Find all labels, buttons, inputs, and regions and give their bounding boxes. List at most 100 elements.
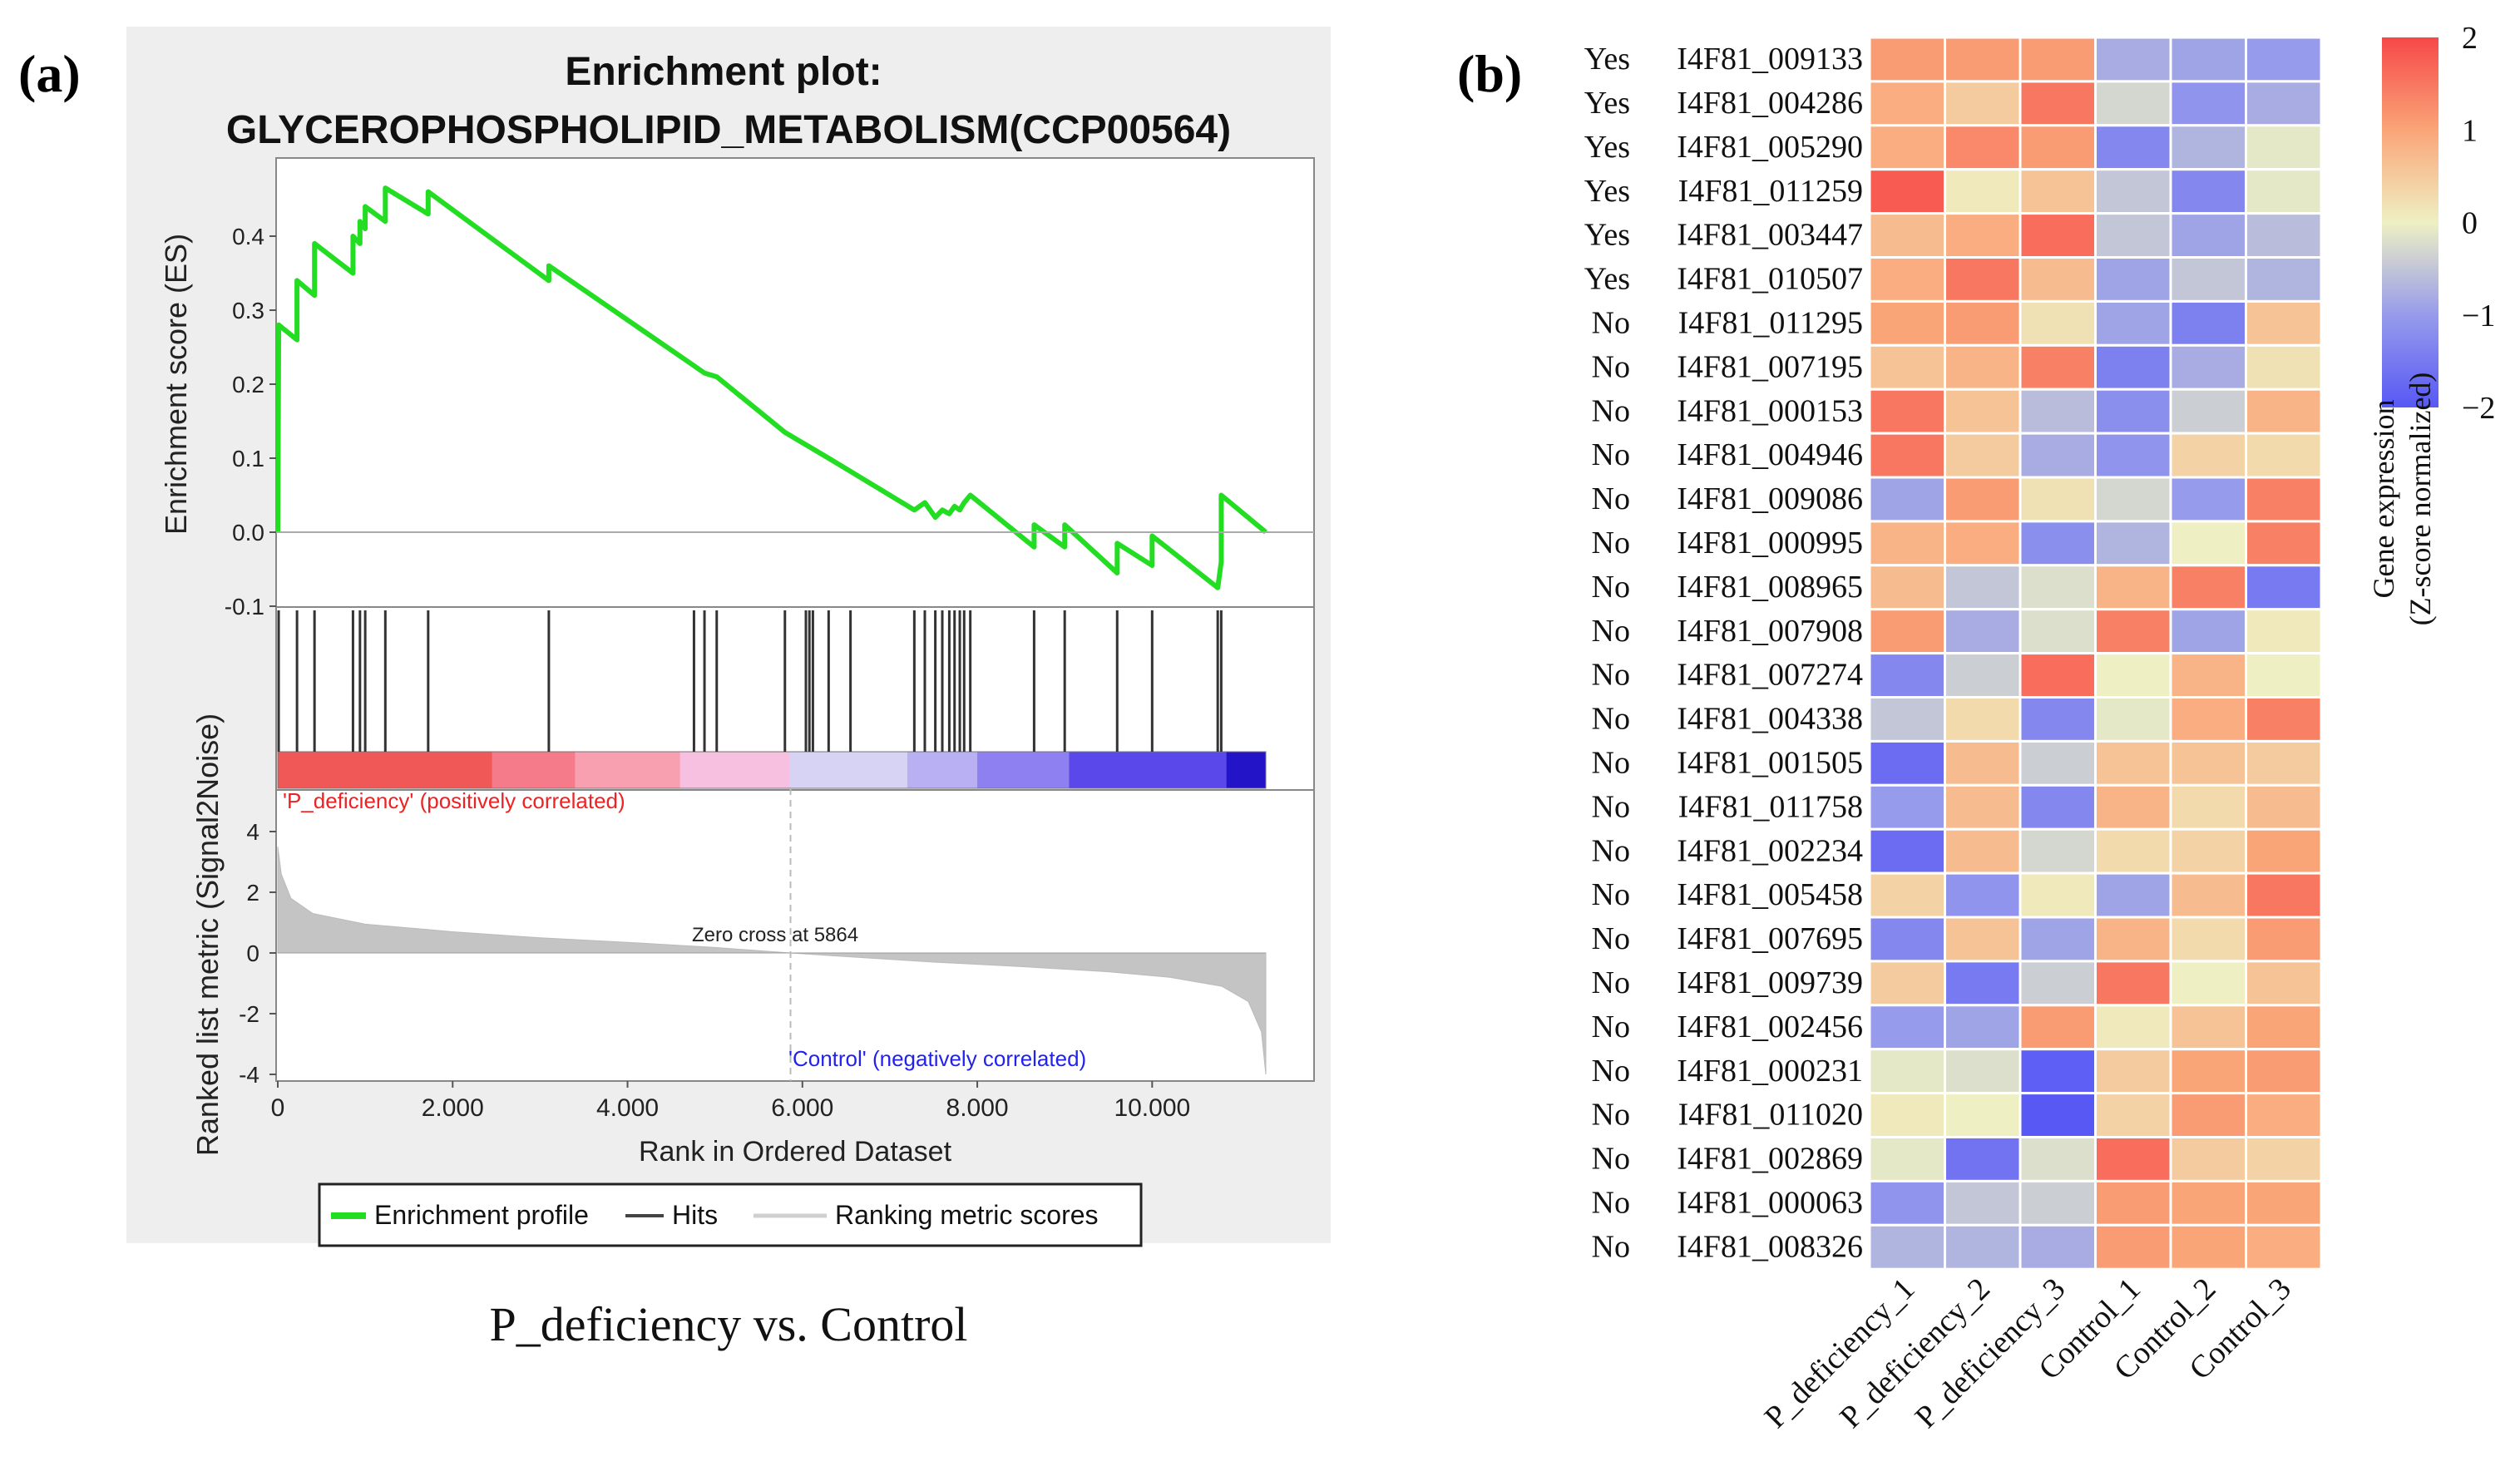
- heatmap-cell: [2245, 827, 2323, 875]
- heatmap-cell: [2169, 564, 2247, 611]
- enrichment-title-line2: GLYCEROPHOSPHOLIPID_METABOLISM(CCP00564): [226, 108, 1231, 152]
- heatmap-row-tag: No: [1592, 614, 1630, 649]
- heatmap-cell: [2169, 1136, 2247, 1182]
- color-band-segment: [278, 752, 493, 788]
- enrichment-profile-line: [275, 185, 1267, 590]
- panel-a-label: (a): [18, 44, 81, 103]
- colorbar-tick-label: −2: [2462, 391, 2495, 426]
- heatmap-row-gene: I4F81_004338: [1677, 702, 1863, 737]
- heatmap-cell: [1944, 36, 2022, 83]
- heatmap-cell: [1944, 960, 2022, 1007]
- heatmap-row-gene: I4F81_010507: [1677, 262, 1863, 297]
- heatmap-cell: [1944, 1048, 2022, 1095]
- heatmap-row-tag: No: [1592, 658, 1630, 693]
- heatmap-cell: [2245, 608, 2323, 655]
- heatmap-cell: [2169, 343, 2247, 391]
- heatmap-cell: [1868, 388, 1946, 435]
- heatmap-cell: [1868, 36, 1946, 83]
- heatmap-cell: [2094, 871, 2172, 919]
- heatmap-cell: [1868, 1048, 1946, 1095]
- heatmap-cell: [2245, 36, 2323, 83]
- heatmap-cell: [2094, 696, 2172, 743]
- heatmap-cell: [2245, 299, 2323, 347]
- heatmap-cell: [1944, 652, 2022, 699]
- heatmap-cell: [2245, 256, 2323, 303]
- heatmap-cell: [2169, 827, 2247, 875]
- legend-hits-label: Hits: [672, 1200, 718, 1230]
- heatmap-cell: [2245, 652, 2323, 699]
- heatmap-row-tag: No: [1592, 745, 1630, 780]
- color-band-segment: [1069, 752, 1228, 788]
- heatmap-cell: [1944, 80, 2022, 127]
- heatmap-cell: [2245, 783, 2323, 831]
- ranking-metric-series: [277, 788, 1267, 1081]
- heatmap-row-gene: I4F81_002234: [1677, 833, 1863, 868]
- heatmap-cell: [1944, 1092, 2022, 1138]
- heatmap-cell: [2245, 696, 2323, 743]
- heatmap-cell: [1868, 916, 1946, 963]
- heatmap-cell: [2018, 916, 2097, 963]
- heatmap-cell: [1868, 476, 1946, 523]
- heatmap-cell: [2094, 1092, 2172, 1138]
- heatmap-cell: [1868, 739, 1946, 787]
- heatmap-cell: [1868, 1179, 1946, 1227]
- colorbar-title-line2: (Z-score normalized): [2404, 373, 2437, 626]
- heatmap-cell: [2094, 476, 2172, 523]
- heatmap-cell: [1944, 1179, 2022, 1227]
- metric-y-tick-label: -4: [239, 1062, 259, 1088]
- heatmap-row-gene: I4F81_005290: [1677, 130, 1863, 165]
- x-tick-label: 0: [271, 1094, 285, 1122]
- heatmap-cell: [2094, 256, 2172, 303]
- heatmap-cell: [1944, 124, 2022, 171]
- zero-cross-label: Zero cross at 5864: [692, 924, 858, 946]
- es-y-tick-label: 0.2: [232, 372, 264, 397]
- heatmap-cell: [2245, 476, 2323, 523]
- heatmap-cell: [1868, 1223, 1946, 1271]
- heatmap-row-gene: I4F81_000153: [1677, 393, 1863, 428]
- heatmap-row-gene: I4F81_008965: [1677, 570, 1863, 605]
- heatmap-cell: [2169, 1223, 2247, 1271]
- heatmap-row-tag: Yes: [1584, 218, 1630, 253]
- heatmap-row-tag: No: [1592, 833, 1630, 868]
- heatmap-cell: [2018, 299, 2097, 347]
- heatmap-cell: [2245, 1048, 2323, 1095]
- heatmap-row-tag: Yes: [1584, 174, 1630, 209]
- colorbar-tick-label: 2: [2462, 21, 2478, 56]
- heatmap-row-gene: I4F81_004286: [1677, 86, 1863, 121]
- heatmap-row-tag: No: [1592, 965, 1630, 1000]
- heatmap-row-gene: I4F81_000231: [1677, 1054, 1863, 1089]
- heatmap-cell: [2245, 739, 2323, 787]
- heatmap-row-gene: I4F81_000995: [1677, 526, 1863, 560]
- heatmap-cell: [2245, 343, 2323, 391]
- heatmap-cell: [2169, 80, 2247, 127]
- legend-ranking-label: Ranking metric scores: [835, 1200, 1099, 1230]
- heatmap-row-gene: I4F81_009133: [1677, 42, 1863, 77]
- heatmap-row-gene: I4F81_011020: [1678, 1098, 1863, 1133]
- colorbar-tick-label: 1: [2462, 113, 2478, 148]
- heatmap-cell: [1868, 696, 1946, 743]
- positive-correlation-label: 'P_deficiency' (positively correlated): [283, 788, 625, 813]
- heatmap-row-tag: Yes: [1584, 262, 1630, 297]
- color-band-segment: [907, 752, 978, 788]
- heatmap-cell: [2169, 783, 2247, 831]
- heatmap-cell: [2094, 1048, 2172, 1095]
- heatmap-cell: [1868, 1136, 1946, 1182]
- heatmap-cell: [2018, 1004, 2097, 1051]
- heatmap-cell: [2169, 739, 2247, 787]
- heatmap-cell: [2018, 256, 2097, 303]
- heatmap-cell: [1944, 1004, 2022, 1051]
- heatmap-cell: [2018, 343, 2097, 391]
- heatmap-cell: [2245, 871, 2323, 919]
- heatmap-cell: [2169, 36, 2247, 83]
- heatmap-cell: [2018, 1092, 2097, 1138]
- heatmap-cell: [2094, 783, 2172, 831]
- heatmap-row-gene: I4F81_008326: [1677, 1229, 1863, 1264]
- color-band-frame: [277, 751, 1267, 789]
- heatmap-cell: [2245, 916, 2323, 963]
- heatmap-cell: [2169, 299, 2247, 347]
- heatmap-cell: [2245, 960, 2323, 1007]
- enrichment-profile-series: [275, 185, 1267, 590]
- color-band-segment: [575, 752, 681, 788]
- heatmap-cell: [1868, 564, 1946, 611]
